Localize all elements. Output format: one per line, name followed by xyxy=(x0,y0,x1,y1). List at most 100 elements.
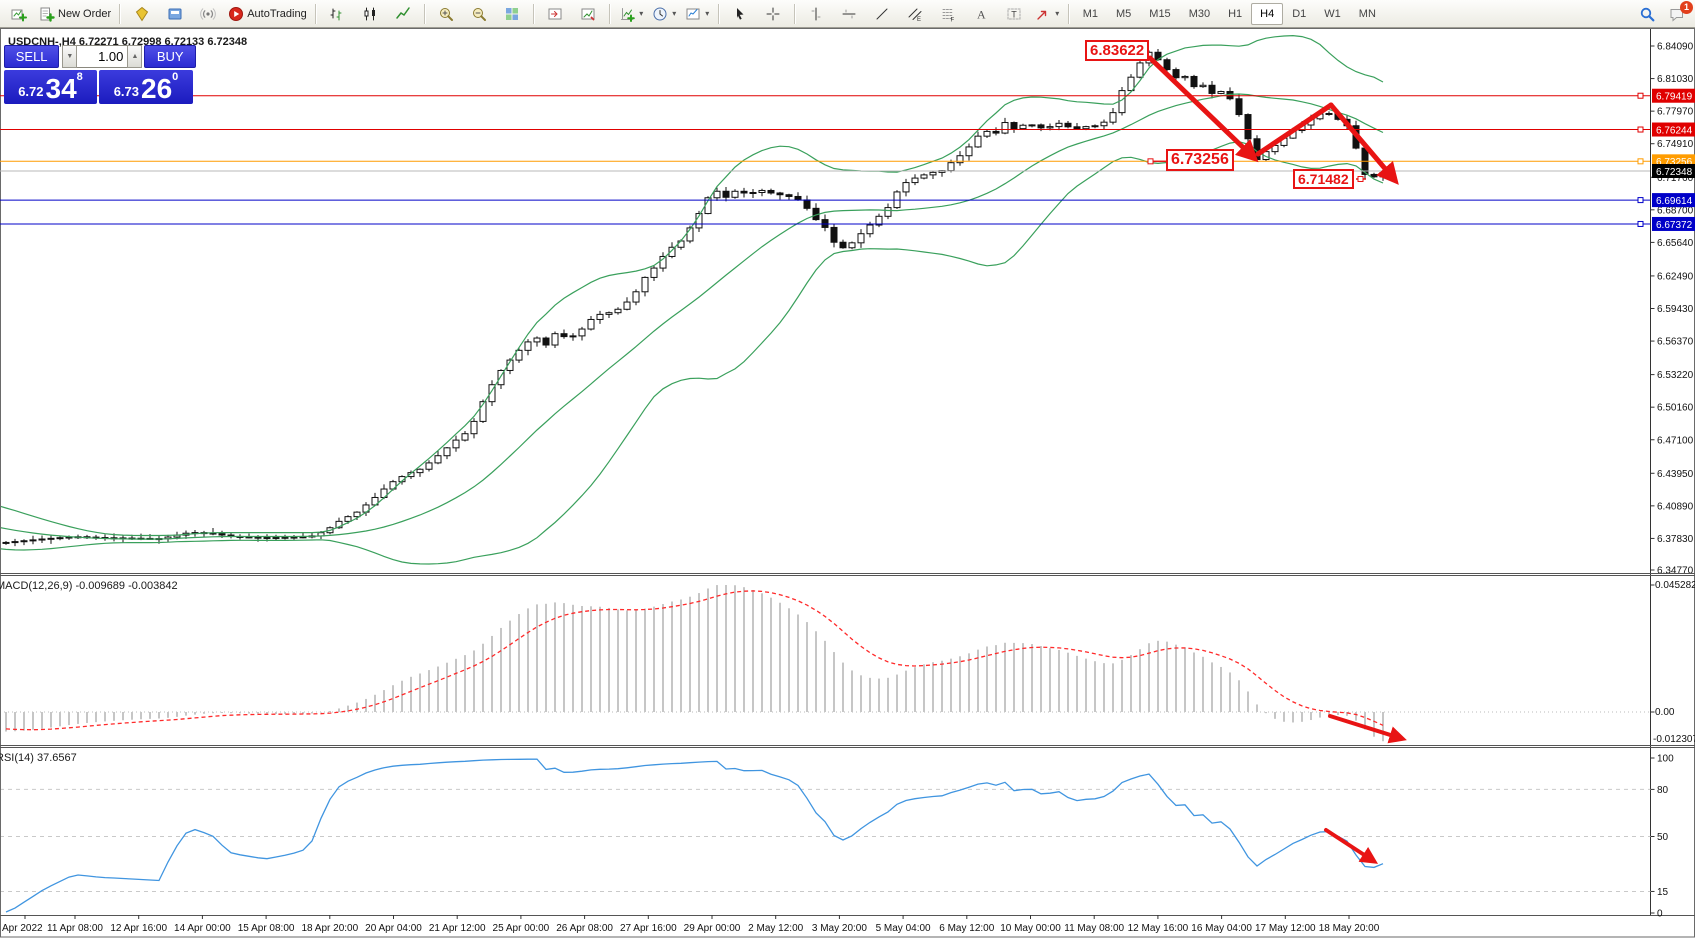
arrows-icon xyxy=(1035,6,1051,22)
data-window-button[interactable] xyxy=(159,2,190,25)
annotation-high-price[interactable]: 6.83622 xyxy=(1085,40,1150,62)
timeframe-mn[interactable]: MN xyxy=(1358,7,1376,20)
volume-input[interactable] xyxy=(77,45,128,68)
buy-button[interactable]: BUY xyxy=(144,45,197,68)
metaeditor-button[interactable] xyxy=(126,2,157,25)
zoom-in-button[interactable] xyxy=(431,2,462,25)
text-tool-button[interactable]: A xyxy=(966,2,997,25)
signals-button[interactable] xyxy=(192,2,223,25)
y-axis-tick-label: 6.47100 xyxy=(1657,435,1694,446)
sell-price[interactable]: 6.72 34 8 xyxy=(4,70,97,104)
sell-button[interactable]: SELL xyxy=(4,45,60,68)
cursor-icon xyxy=(732,6,748,22)
volume-decrease-button[interactable]: ▼ xyxy=(62,45,78,68)
trend-arrow[interactable] xyxy=(1328,102,1399,185)
chevron-down-icon: ▾ xyxy=(1055,9,1060,18)
candle xyxy=(722,190,730,198)
candle xyxy=(839,241,847,249)
candle xyxy=(731,190,739,198)
timeframe-d1[interactable]: D1 xyxy=(1292,7,1307,20)
candle xyxy=(1109,112,1117,123)
timeframe-m30[interactable]: M30 xyxy=(1188,7,1211,20)
autotrading-button[interactable]: AutoTrading xyxy=(225,2,310,25)
annotation-last-price[interactable]: 6.71482 xyxy=(1293,169,1354,190)
timeframe-m5[interactable]: M5 xyxy=(1116,7,1132,20)
candle xyxy=(587,318,595,330)
trend-arrow[interactable] xyxy=(1328,714,1407,744)
candle xyxy=(434,455,442,464)
toolbar-separator xyxy=(423,3,426,24)
crosshair-icon xyxy=(765,6,781,22)
bollinger-middle-band xyxy=(1,93,1384,540)
toolbar-separator xyxy=(1067,3,1070,24)
level-line-handle xyxy=(1637,197,1644,204)
svg-text:E: E xyxy=(917,17,921,22)
candle xyxy=(659,255,667,269)
new-order-button[interactable]: New Order xyxy=(36,2,114,25)
y-axis-tick-label: 6.84090 xyxy=(1657,42,1694,53)
horizontal-line-icon xyxy=(841,6,857,22)
candle xyxy=(218,533,226,536)
annotation-low-price[interactable]: 6.73256 xyxy=(1166,149,1234,172)
equidistant-channel-tool-button[interactable]: E xyxy=(900,2,931,25)
bar-chart-button[interactable] xyxy=(322,2,353,25)
tile-windows-button[interactable] xyxy=(497,2,528,25)
zoom-out-button[interactable] xyxy=(464,2,495,25)
trend-arrow[interactable] xyxy=(1147,55,1259,163)
timeframe-h1[interactable]: H1 xyxy=(1228,7,1243,20)
candle xyxy=(1244,114,1252,140)
periods-button[interactable]: ▾ xyxy=(649,2,680,25)
templates-button[interactable]: ▾ xyxy=(682,2,713,25)
y-axis-tick-label: 6.77970 xyxy=(1657,107,1694,118)
notifications-button[interactable]: 1 xyxy=(1663,0,1693,26)
candle xyxy=(290,536,298,539)
chart-shift-button[interactable] xyxy=(540,2,571,25)
candle xyxy=(515,349,523,361)
zoom-out-icon xyxy=(471,6,487,22)
candle xyxy=(1190,75,1198,88)
vertical-line-tool-button[interactable] xyxy=(801,2,832,25)
zoom-in-icon xyxy=(438,6,454,22)
text-label-tool-button[interactable]: T xyxy=(999,2,1030,25)
rsi-axis-tick-label: 15 xyxy=(1657,887,1669,898)
price-level-label-box xyxy=(1652,122,1695,137)
indicators-icon xyxy=(619,6,636,22)
candle xyxy=(533,337,541,343)
trend-line-tool-button[interactable] xyxy=(867,2,898,25)
buy-price-big: 26 xyxy=(141,73,173,104)
svg-text:F: F xyxy=(951,17,955,22)
volume-increase-button[interactable]: ▲ xyxy=(127,45,143,68)
candle xyxy=(1172,69,1180,79)
toolbar-separator xyxy=(119,3,122,24)
cursor-tool-button[interactable] xyxy=(725,2,756,25)
buy-price[interactable]: 6.73 26 0 xyxy=(99,70,193,104)
timeframe-h4[interactable]: H4 xyxy=(1251,2,1284,25)
candle xyxy=(560,333,568,338)
candle xyxy=(1127,76,1135,92)
timeframe-w1[interactable]: W1 xyxy=(1324,7,1341,20)
buy-price-pip: 0 xyxy=(172,71,179,83)
auto-scroll-button[interactable] xyxy=(573,2,604,25)
candle xyxy=(344,516,352,522)
search-button[interactable] xyxy=(1631,2,1662,25)
timeframe-m15[interactable]: M15 xyxy=(1149,7,1171,20)
x-axis-label: 27 Apr 16:00 xyxy=(620,923,677,934)
arrows-tool-button[interactable]: ▾ xyxy=(1032,2,1063,25)
main-toolbar: New Order AutoTrading ▾ ▾ ▾ E F A T ▾ M1 M5 M15 M30 H1… xyxy=(0,0,1695,28)
candlestick-chart-button[interactable] xyxy=(355,2,386,25)
candle xyxy=(992,130,1000,134)
new-chart-button[interactable] xyxy=(3,2,34,25)
trend-arrow[interactable] xyxy=(1324,828,1379,864)
candle xyxy=(947,162,955,172)
trend-arrow[interactable] xyxy=(1255,102,1334,157)
indicators-button[interactable]: ▾ xyxy=(616,2,647,25)
fibonacci-tool-button[interactable]: F xyxy=(933,2,964,25)
timeframe-m1[interactable]: M1 xyxy=(1082,7,1098,20)
line-chart-button[interactable] xyxy=(388,2,419,25)
candle xyxy=(623,301,631,310)
x-axis-label: 14 Apr 00:00 xyxy=(174,923,231,934)
crosshair-tool-button[interactable] xyxy=(758,2,789,25)
x-axis-label: 26 Apr 08:00 xyxy=(556,923,613,934)
toolbar-separator xyxy=(608,3,611,24)
horizontal-line-tool-button[interactable] xyxy=(834,2,865,25)
